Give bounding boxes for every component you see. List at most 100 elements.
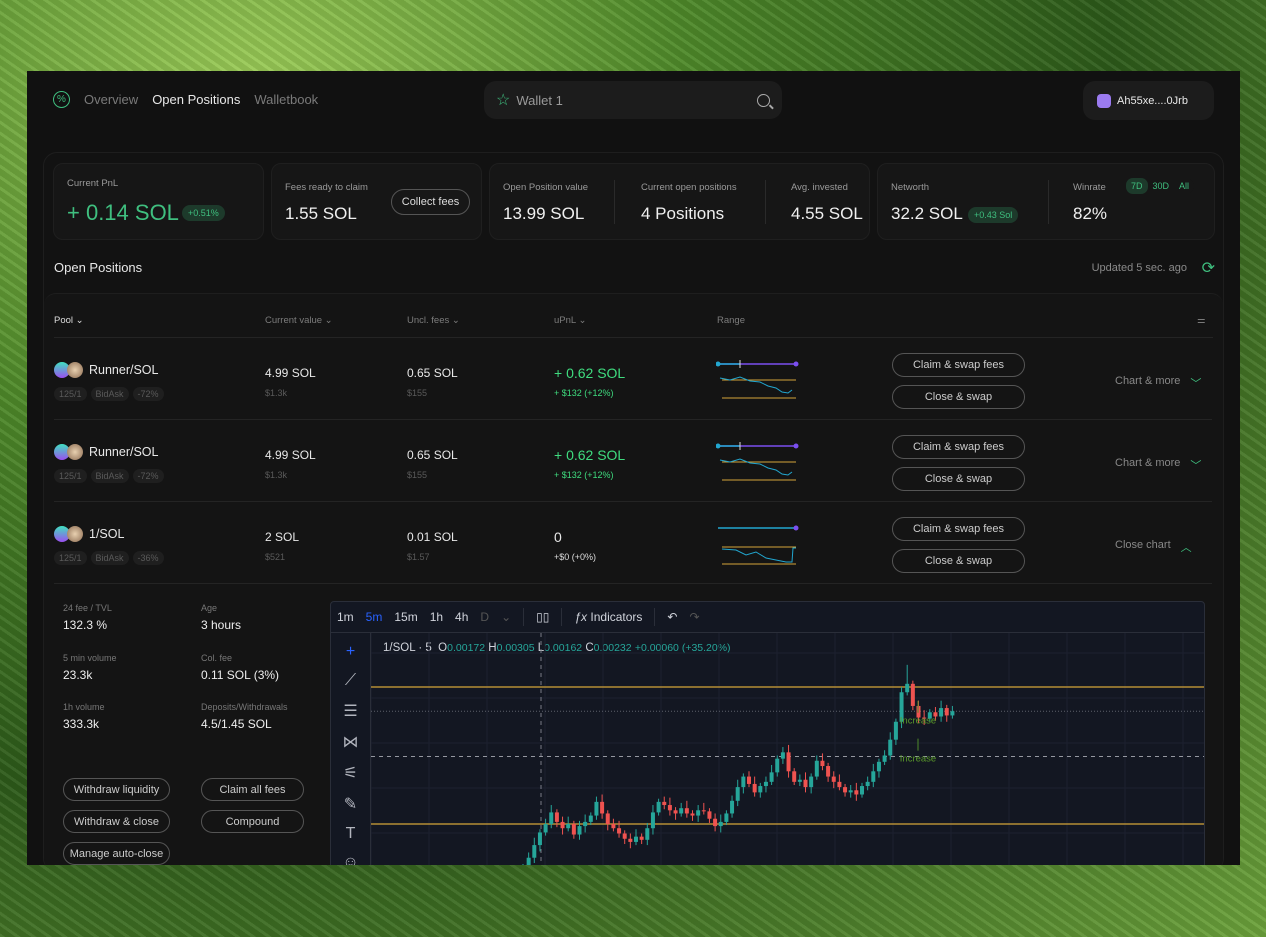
candle-body: [871, 771, 876, 782]
candle-body: [628, 838, 633, 842]
candle-body: [803, 779, 808, 788]
current-value-usd: $521: [265, 552, 286, 562]
candle-body: [634, 836, 638, 842]
winrate-period-toggle: 7D 30D All: [1126, 178, 1195, 194]
low-value: 0.00162: [544, 642, 583, 654]
vol1h-value: 333.3k: [63, 717, 100, 731]
bin-step-tag: 125/1: [54, 551, 87, 565]
interval-1h[interactable]: 1h: [429, 610, 444, 624]
trendline-icon[interactable]: ⟋: [344, 672, 357, 689]
open-positions-value: 4 Positions: [641, 204, 725, 223]
candle-body: [639, 836, 644, 840]
interval-dropdown-icon[interactable]: ⌄: [501, 610, 512, 624]
chevron-down-icon: ﹀: [1190, 460, 1202, 472]
networth-card: Networth 32.2 SOL +0.43 Sol Winrate 82% …: [877, 163, 1215, 240]
nav-open-positions[interactable]: Open Positions: [152, 92, 241, 107]
fib-lines-icon[interactable]: ☰: [343, 703, 358, 720]
crosshair-icon[interactable]: +: [345, 643, 356, 660]
candle-body: [843, 787, 848, 793]
deposits-value: 4.5/1.45 SOL: [201, 717, 272, 731]
table-row[interactable]: Runner/SOL 125/1 BidAsk -72% 4.99 SOL $1…: [54, 338, 1212, 420]
candle-body: [690, 813, 695, 816]
period-30d[interactable]: 30D: [1152, 181, 1170, 191]
sol-token-icon: [54, 444, 70, 460]
high-value: 0.00305: [496, 642, 535, 654]
chevron-up-icon: ︿: [1180, 542, 1192, 554]
search-icon[interactable]: [757, 93, 770, 107]
withdraw-close-button[interactable]: Withdraw & close: [63, 810, 170, 833]
candle-body: [769, 772, 774, 782]
positions-table: Pool ⌄ Current value ⌄ Uncl. fees ⌄ uPnL…: [44, 293, 1223, 865]
manage-auto-close-button[interactable]: Manage auto-close: [63, 842, 170, 865]
open-value: 13.99 SOL: [503, 204, 585, 223]
collect-fees-button[interactable]: Collect fees: [391, 189, 470, 215]
interval-1m[interactable]: 1m: [337, 610, 354, 624]
pool-name: Runner/SOL: [89, 363, 159, 377]
chart-more-button[interactable]: Chart & more ﹀: [1115, 375, 1202, 390]
phantom-wallet-icon: [1097, 93, 1111, 108]
candle-body: [718, 821, 723, 827]
prediction-icon[interactable]: ⚟: [343, 765, 358, 782]
change-tag: -36%: [132, 551, 164, 565]
open-value-label: Open Position value: [503, 182, 589, 193]
close-swap-button[interactable]: Close & swap: [892, 467, 1025, 491]
drawing-tools: + ⟋ ☰ ⋈ ⚟ ✎ T ☺: [331, 633, 371, 865]
claim-swap-fees-button[interactable]: Claim & swap fees: [892, 435, 1025, 459]
nav-walletbook[interactable]: Walletbook: [254, 92, 319, 107]
brush-icon[interactable]: ✎: [343, 796, 358, 813]
candle-body: [662, 801, 667, 806]
claim-swap-fees-button[interactable]: Claim & swap fees: [892, 517, 1025, 541]
table-row[interactable]: Runner/SOL 125/1 BidAsk -72% 4.99 SOL $1…: [54, 420, 1212, 502]
candle-body: [854, 790, 859, 795]
annotation-label: Increase: [900, 716, 936, 727]
header-pool[interactable]: Pool ⌄: [54, 315, 84, 326]
header-uncl-fees[interactable]: Uncl. fees ⌄: [407, 315, 460, 326]
claim-swap-fees-button[interactable]: Claim & swap fees: [892, 353, 1025, 377]
range-mini-chart: [718, 525, 799, 565]
pattern-icon[interactable]: ⋈: [342, 734, 359, 751]
chart-more-button[interactable]: Chart & more ﹀: [1115, 457, 1202, 472]
refresh-icon[interactable]: ⟳: [1201, 260, 1215, 277]
period-7d[interactable]: 7D: [1126, 178, 1148, 194]
vol1h-label: 1h volume: [63, 702, 105, 712]
emoji-icon[interactable]: ☺: [342, 854, 359, 865]
candle-body: [758, 786, 763, 793]
close-chart-button[interactable]: Close chart ︿: [1115, 539, 1192, 554]
current-value: 2 SOL: [265, 530, 300, 544]
indicators-button[interactable]: ƒx Indicators: [574, 610, 643, 624]
candle-body: [780, 752, 785, 759]
nav-overview[interactable]: Overview: [84, 92, 139, 107]
candles-icon[interactable]: ▯▯: [536, 610, 550, 624]
uncl-fees-usd: $155: [407, 470, 428, 480]
close-swap-button[interactable]: Close & swap: [892, 549, 1025, 573]
interval-4h[interactable]: 4h: [455, 610, 469, 624]
interval-d[interactable]: D: [480, 610, 490, 624]
redo-icon[interactable]: ↷: [689, 610, 700, 624]
period-all[interactable]: All: [1179, 181, 1190, 191]
compound-button[interactable]: Compound: [201, 810, 304, 833]
pool-cell: 1/SOL: [54, 526, 124, 542]
candle-plot: Increase Increase: [371, 633, 1204, 865]
candle-body: [696, 810, 701, 816]
interval-5m[interactable]: 5m: [365, 610, 383, 624]
table-row[interactable]: 1/SOL 125/1 BidAsk -36% 2 SOL $521 0.01 …: [54, 502, 1212, 584]
undo-icon[interactable]: ↶: [667, 610, 678, 624]
change-value: +0.00060 (+35.20%): [634, 642, 731, 654]
candle-body: [809, 776, 814, 788]
wallet-button[interactable]: Ah55xe....0Jrb: [1083, 81, 1214, 120]
column-settings-icon[interactable]: ⚌: [1197, 315, 1206, 326]
withdraw-liquidity-button[interactable]: Withdraw liquidity: [63, 778, 170, 801]
text-icon[interactable]: T: [345, 825, 356, 842]
price-chart[interactable]: 1m 5m 15m 1h 4h D ⌄ ▯▯ ƒx Indicators ↶ ↷: [330, 601, 1205, 865]
candle-body: [571, 824, 576, 835]
candle-body: [741, 776, 746, 788]
header-current-value[interactable]: Current value ⌄: [265, 315, 333, 326]
candle-body: [899, 692, 904, 722]
close-swap-button[interactable]: Close & swap: [892, 385, 1025, 409]
current-value: 4.99 SOL: [265, 448, 316, 462]
header-upnl[interactable]: uPnL ⌄: [554, 315, 587, 326]
header-range: Range: [717, 315, 745, 326]
wallet-search-input[interactable]: ☆ Wallet 1: [484, 81, 782, 119]
interval-15m[interactable]: 15m: [394, 610, 418, 624]
claim-all-fees-button[interactable]: Claim all fees: [201, 778, 304, 801]
